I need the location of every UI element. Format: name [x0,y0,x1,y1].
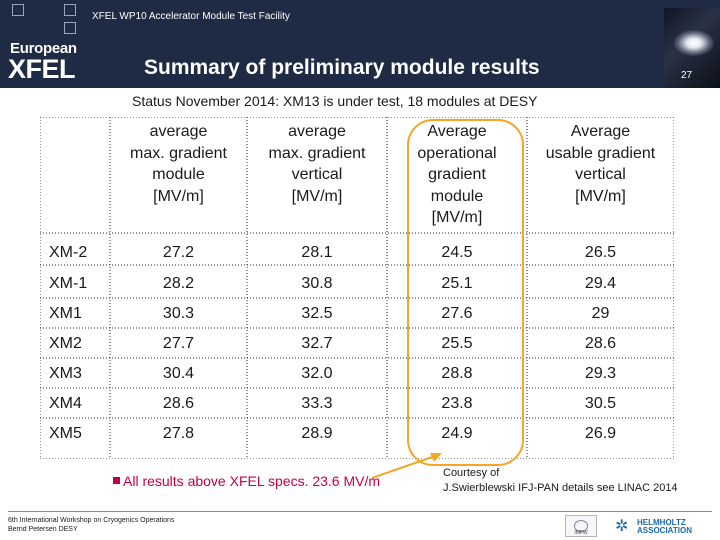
status-line: Status November 2014: XM13 is under test… [132,93,538,109]
column-header-line: vertical [575,166,626,183]
cell-value: 28.6 [162,395,195,412]
cavity-photo [664,8,720,88]
column-header-line: average [288,123,346,140]
footer-divider [8,511,712,512]
cell-value: 28.6 [584,335,617,352]
corner-box-icon [12,4,24,16]
partner-logo-1-text: IMFW [574,530,588,536]
row-label-xm3: XM3 [49,365,82,382]
column-header-line: [MV/m] [575,187,626,205]
cell-value: 30.4 [162,365,195,382]
cell-value: 24.9 [441,425,473,442]
footer-line-1: 6th International Workshop on Cryogenics… [8,517,175,524]
cell-value: 30.5 [584,395,617,412]
cell-value: 27.6 [441,305,473,322]
arrow-shaft [371,454,439,479]
cell-value: 27.8 [162,425,195,442]
row-label-xm-2: XM-2 [49,244,88,261]
column-header-line: [MV/m] [153,187,204,205]
column-header-line: module [430,187,484,205]
specs-note: All results above XFEL specs. 23.6 MV/m [113,473,380,489]
cell-value: 29 [591,305,610,322]
results-table-grid [40,117,674,459]
facility-name: XFEL WP10 Accelerator Module Test Facili… [92,11,290,22]
column-header-line: max. gradient [130,144,227,162]
credit-line-1: Courtesy of [443,467,500,479]
column-header-line: [MV/m] [431,209,483,226]
cell-value: 26.9 [584,425,617,442]
cell-value: 30.8 [301,275,333,292]
row-label-xm4: XM4 [49,395,82,412]
cavity-glow [674,30,714,56]
logo-line-2: XFEL [8,54,76,84]
helmholtz-mark-icon: ✲ [615,518,629,535]
footer-line-2: Bernd Petersen DESY [8,526,78,533]
logo-line-1: European [10,40,77,57]
european-xfel-logo: European XFEL [8,40,86,84]
helmholtz-line-2: ASSOCIATION [637,526,692,535]
column-header-vertical-max: average max. gradient vertical [MV/m] [247,121,387,207]
column-header-line: average [149,123,208,140]
cell-value: 23.8 [441,395,473,412]
column-header-line: Average [427,123,487,140]
cell-value: 25.1 [441,275,473,292]
slide-title: Summary of preliminary module results [144,56,540,79]
cell-value: 25.5 [441,335,473,352]
bullet-square-icon [113,477,120,484]
cell-value: 32.7 [301,335,333,352]
row-label-xm-1: XM-1 [49,275,88,292]
cell-value: 28.2 [162,275,195,292]
credit-line-2: J.Swierblewski IFJ-PAN details see LINAC… [443,482,678,494]
specs-note-text: All results above XFEL specs. 23.6 MV/m [123,473,381,489]
helmholtz-logo: ✲ HELMHOLTZ ASSOCIATION [615,514,715,538]
column-header-line: [MV/m] [291,187,343,205]
column-header-line: module [152,166,205,183]
column-header-line: max. gradient [268,144,366,162]
page-number: 27 [681,70,693,81]
cell-value: 32.0 [301,365,333,382]
row-label-xm1: XM1 [49,305,82,322]
column-header-line: operational [417,144,497,162]
footer-text: 6th International Workshop on Cryogenics… [8,516,174,534]
cell-value: 28.8 [441,365,473,382]
cell-value: 29.3 [584,365,617,382]
row-label-xm5: XM5 [49,425,82,442]
cell-value: 28.1 [301,244,333,261]
column-header-line: usable gradient [545,144,656,162]
column-header-line: gradient [428,166,486,183]
partner-emblem-icon [574,520,588,532]
column-header-module-max: average max. gradient module [MV/m] [110,121,247,207]
helmholtz-wordmark: HELMHOLTZ ASSOCIATION [637,519,692,535]
operational-column-highlight [407,119,524,466]
helmholtz-line-1: HELMHOLTZ [637,518,686,527]
cell-value: 33.3 [301,395,333,412]
cell-value: 26.5 [584,244,617,261]
cell-value: 24.5 [441,244,473,261]
cell-value: 32.5 [301,305,333,322]
courtesy-credit: Courtesy of J.Swierblewski IFJ-PAN detai… [443,466,678,496]
corner-box-icon [64,22,76,34]
column-header-usable-vertical: Average usable gradient vertical [MV/m] [527,121,674,207]
column-header-line: Average [570,123,631,140]
partner-logo-1: IMFW [565,515,597,537]
cell-value: 27.2 [162,244,195,261]
row-label-xm2: XM2 [49,335,82,352]
column-header-line: vertical [291,166,343,183]
cell-value: 29.4 [584,275,617,292]
cell-value: 27.7 [162,335,195,352]
header-band: XFEL WP10 Accelerator Module Test Facili… [0,0,720,88]
arrow-head [430,453,442,462]
cell-value: 28.9 [301,425,333,442]
corner-box-icon [64,4,76,16]
column-header-operational: Average operational gradient module [MV/… [387,121,527,229]
cell-value: 30.3 [162,305,195,322]
